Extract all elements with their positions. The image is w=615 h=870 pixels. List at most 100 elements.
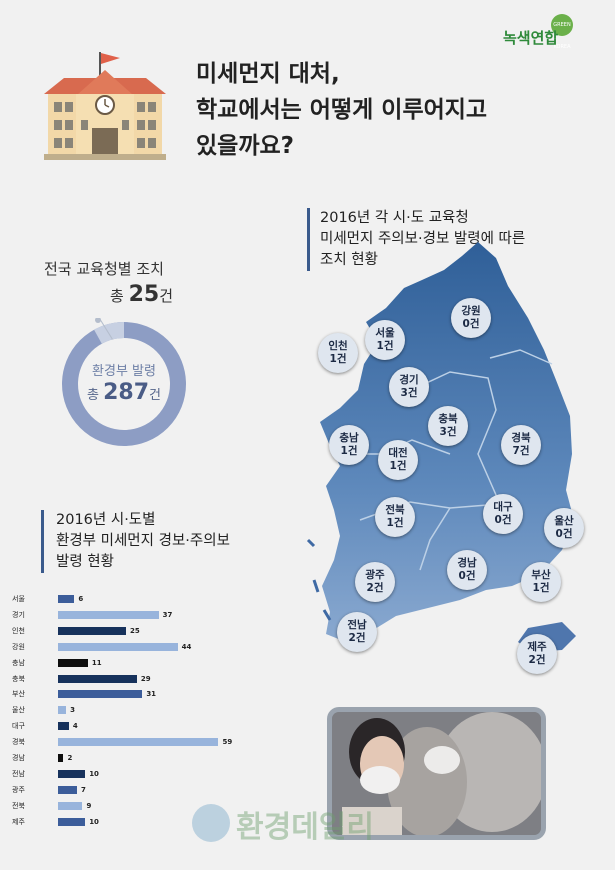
donut-outer-count: 총 25건	[110, 282, 174, 307]
title-line: 학교에서는 어떻게 이루어지고	[196, 97, 488, 123]
page-title: 미세먼지 대처, 학교에서는 어떻게 이루어지고 있을까요?	[196, 56, 487, 164]
watermark-logo-icon	[192, 804, 230, 842]
bar	[58, 610, 159, 619]
bar-category-label: 울산	[12, 706, 25, 715]
bar-value-label: 25	[130, 626, 140, 635]
bar-row: 경북 59	[12, 735, 312, 749]
bar	[58, 754, 64, 762]
bar-category-label: 부산	[12, 690, 25, 699]
bar-category-label: 제주	[12, 817, 25, 826]
students-masks-photo	[327, 707, 546, 840]
bar	[58, 690, 143, 699]
bar-category-label: 전남	[12, 769, 25, 778]
region-marker: 서울 1건	[365, 320, 405, 360]
caption-line: 환경부 미세먼지 경보·주의보	[56, 533, 230, 549]
bar-value-label: 31	[146, 690, 157, 699]
title-line: 있을까요?	[196, 133, 294, 159]
bar-row: 울산 3	[12, 703, 312, 717]
donut-minor-arc	[94, 322, 125, 344]
region-marker: 부산 1건	[521, 562, 561, 602]
bar-row: 경남 2	[12, 751, 312, 765]
bar-value-label: 59	[222, 738, 233, 747]
bar-row: 강원 44	[12, 640, 312, 654]
bar-category-label: 인천	[12, 626, 25, 635]
caption-line: 미세먼지 주의보·경보 발령에 따른	[320, 231, 526, 247]
logo-name: 녹색연합	[503, 29, 559, 47]
region-marker: 전북 1건	[375, 497, 415, 537]
bar-value-label: 2	[67, 754, 73, 762]
bar-category-label: 광주	[12, 785, 25, 794]
region-marker: 충남 1건	[329, 425, 369, 465]
region-marker: 경남 0건	[447, 550, 487, 590]
bar	[58, 801, 83, 810]
bar-category-label: 대구	[12, 722, 25, 731]
bar-row: 대구 4	[12, 719, 312, 733]
bar	[58, 595, 75, 603]
bar-row: 충북 29	[12, 672, 312, 686]
bar-row: 경기 37	[12, 608, 312, 622]
bar	[58, 817, 86, 826]
title-line: 미세먼지 대처,	[196, 61, 340, 87]
bar-row: 서울 6	[12, 592, 312, 606]
bar-row: 인천 25	[12, 624, 312, 638]
donut-chart	[62, 318, 186, 446]
bar-row: 제주 10	[12, 815, 312, 829]
region-marker: 인천 1건	[318, 333, 358, 373]
bar	[58, 769, 86, 778]
bar-value-label: 10	[89, 769, 99, 778]
region-marker: 전남 2건	[337, 612, 377, 652]
school-building-icon	[44, 52, 166, 160]
bar-category-label: 경기	[12, 610, 25, 619]
bar-row: 전북 9	[12, 799, 312, 813]
bar-value-label: 6	[78, 595, 84, 603]
bar	[58, 674, 137, 683]
bar-category-label: 경남	[12, 754, 25, 762]
bar-chart-caption: 2016년 시·도별 환경부 미세먼지 경보·주의보 발령 현황	[41, 510, 230, 573]
region-marker: 경기 3건	[389, 367, 429, 407]
bar-row: 광주 7	[12, 783, 312, 797]
region-marker: 충북 3건	[428, 406, 468, 446]
region-marker: 광주 2건	[355, 562, 395, 602]
bar-value-label: 3	[70, 706, 76, 715]
region-marker: 제주 2건	[517, 634, 557, 674]
region-marker: 강원 0건	[451, 298, 491, 338]
bar	[58, 626, 126, 635]
bar-category-label: 경북	[12, 738, 25, 747]
bar-value-label: 44	[181, 642, 192, 651]
green-korea-logo: GREEN KOREA 녹색연합	[503, 14, 581, 50]
caption-line: 발령 현황	[56, 554, 114, 570]
bar	[58, 738, 219, 747]
bar-row: 전남 10	[12, 767, 312, 781]
map-caption: 2016년 각 시·도 교육청 미세먼지 주의보·경보 발령에 따른 조치 현황	[307, 208, 525, 271]
bar-value-label: 29	[140, 674, 151, 683]
bar-value-label: 37	[162, 610, 173, 619]
bar	[58, 722, 69, 731]
region-marker: 경북 7건	[501, 425, 541, 465]
bar-category-label: 전북	[12, 801, 25, 810]
bar	[58, 706, 67, 715]
caption-line: 2016년 각 시·도 교육청	[320, 210, 469, 226]
donut-leader-dot	[95, 318, 101, 323]
bar-row: 부산 31	[12, 687, 312, 701]
donut-inner-count: 총 287건	[86, 380, 161, 405]
bar	[58, 642, 178, 651]
bar-chart: 서울 6 경기 37 인천 25 강원 44 충남 11 충북 29 부산 31 울산 3 대구 4 경북 59 경남 2…	[12, 592, 312, 842]
bar-row: 충남 11	[12, 656, 312, 670]
region-marker: 울산 0건	[544, 508, 584, 548]
bar-value-label: 11	[91, 658, 102, 667]
region-marker: 대전 1건	[378, 440, 418, 480]
donut-outer-label: 전국 교육청별 조치	[44, 260, 164, 278]
bar-category-label: 강원	[12, 642, 25, 651]
bar-value-label: 9	[86, 801, 92, 810]
bar-category-label: 서울	[12, 595, 25, 603]
watermark: 환경데일리	[192, 802, 374, 846]
region-marker: 대구 0건	[483, 494, 523, 534]
bar-value-label: 7	[81, 785, 86, 794]
bar-value-label: 10	[89, 817, 99, 826]
donut-inner-label: 환경부 발령	[92, 364, 156, 379]
bar-category-label: 충북	[12, 674, 25, 683]
bar-value-label: 4	[72, 722, 78, 731]
bar	[58, 785, 78, 794]
bar-category-label: 충남	[12, 658, 25, 667]
caption-line: 조치 현황	[320, 252, 378, 268]
